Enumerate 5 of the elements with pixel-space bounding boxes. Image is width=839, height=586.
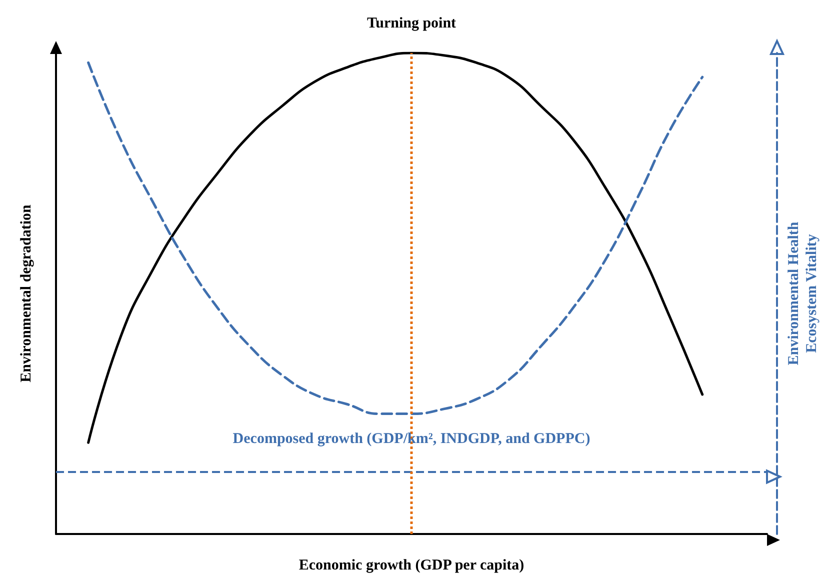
y2-axis-title: Environmental Health Ecosystem Vitality: [786, 221, 820, 366]
x-axis-title: Economic growth (GDP per capita): [298, 558, 524, 574]
text: Turning point: [366, 16, 456, 32]
y-axis-title: Environmental degradation: [18, 204, 34, 382]
ref-line-label: Decomposed growth (GDP/km², INDGDP, and GDPPC): [232, 430, 590, 447]
